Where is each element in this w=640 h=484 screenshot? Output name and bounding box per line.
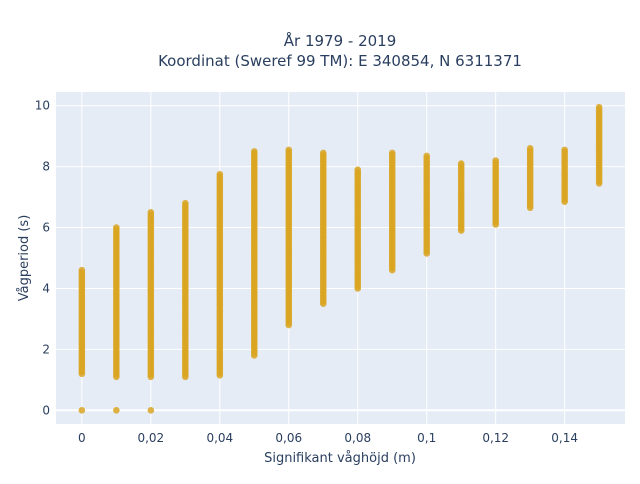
data-point [561, 198, 568, 205]
x-tick-labels: 0 0,02 0,04 0,06 0,08 0,1 0,12 0,14 [78, 431, 578, 445]
x-tick-label: 0 [78, 431, 86, 445]
data-point [319, 300, 327, 307]
data-point [423, 250, 431, 257]
x-tick-label: 0,06 [275, 431, 302, 445]
y-tick-label: 8 [42, 160, 50, 174]
data-point [216, 371, 224, 379]
y-axis-label: Vågperiod (s) [17, 215, 32, 302]
data-point [78, 406, 86, 414]
y-tick-label: 4 [42, 281, 50, 295]
x-tick-label: 0,12 [482, 431, 509, 445]
x-tick-label: 0,04 [206, 431, 233, 445]
y-tick-label: 0 [42, 403, 50, 417]
y-tick-label: 6 [42, 221, 50, 235]
data-point [78, 370, 86, 378]
y-tick-labels: 0 2 4 6 8 10 [35, 99, 50, 418]
plot-area [56, 92, 625, 424]
x-tick-label: 0,08 [344, 431, 371, 445]
y-tick-label: 10 [35, 99, 50, 113]
data-point [526, 204, 534, 212]
chart-title: År 1979 - 2019 [284, 31, 397, 50]
data-point [182, 373, 189, 381]
data-point [285, 321, 293, 329]
chart-subtitle: Koordinat (Sweref 99 TM): E 340854, N 63… [158, 52, 522, 70]
data-point [354, 285, 362, 292]
data-point [147, 406, 155, 414]
data-point [457, 227, 465, 234]
x-tick-label: 0,02 [137, 431, 164, 445]
data-point [113, 373, 120, 381]
x-tick-label: 0,14 [551, 431, 578, 445]
data-point [595, 180, 603, 187]
data-point [250, 352, 258, 359]
data-points [78, 103, 603, 414]
data-point [492, 221, 499, 228]
x-tick-label: 0,1 [417, 431, 436, 445]
data-point [147, 373, 155, 381]
y-tick-label: 2 [42, 342, 50, 356]
x-axis-label: Signifikant våghöjd (m) [264, 451, 416, 466]
data-point [388, 266, 396, 274]
data-point [113, 406, 120, 414]
